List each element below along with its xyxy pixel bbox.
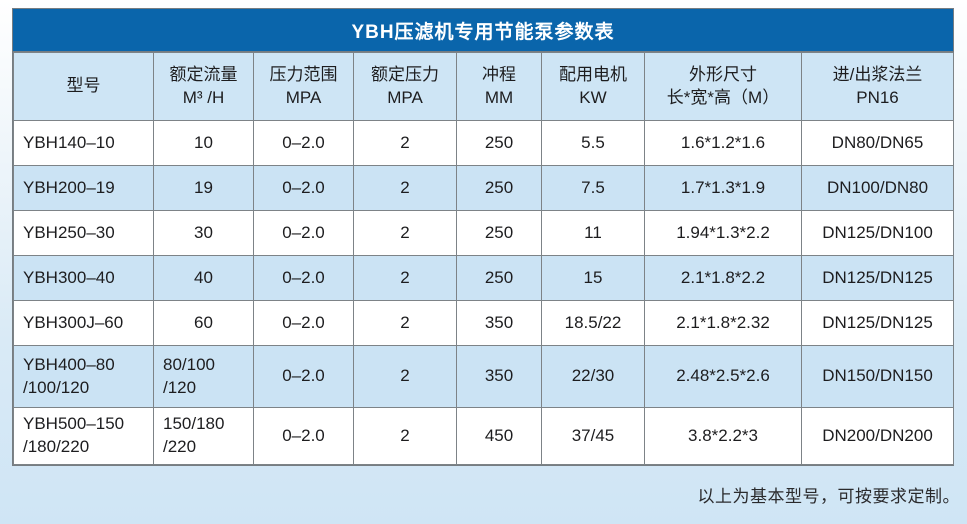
table-cell: 2 [353,255,457,301]
table-cell: 60 [153,300,254,346]
column-header-stroke: 冲程 MM [456,52,542,121]
table-cell: 150/180 /220 [153,407,254,465]
pump-parameter-table-panel: YBH压滤机专用节能泵参数表 型号 额定流量 M³ /H 压力范围 MPA 额定… [12,8,954,466]
table-cell: YBH140–10 [13,120,154,166]
table-cell: 11 [541,210,645,256]
table-cell: DN150/DN150 [801,345,954,408]
table-cell: 250 [456,255,542,301]
table-cell: 0–2.0 [253,255,354,301]
table-cell: 2.1*1.8*2.2 [644,255,802,301]
table-row: YBH200–19 19 0–2.0 2 250 7.5 1.7*1.3*1.9… [13,165,954,211]
table-cell: 30 [153,210,254,256]
table-cell: 250 [456,120,542,166]
table-cell: 40 [153,255,254,301]
table-cell: DN200/DN200 [801,407,954,465]
table-row: YBH140–10 10 0–2.0 2 250 5.5 1.6*1.2*1.6… [13,120,954,166]
table-cell: 350 [456,345,542,408]
footnote-text: 以上为基本型号，可按要求定制。 [697,487,960,506]
table-cell: 7.5 [541,165,645,211]
table-cell: 0–2.0 [253,300,354,346]
table-cell: 3.8*2.2*3 [644,407,802,465]
table-cell: 0–2.0 [253,407,354,465]
table-cell: 450 [456,407,542,465]
table-cell: 5.5 [541,120,645,166]
header-row: 型号 额定流量 M³ /H 压力范围 MPA 额定压力 MPA 冲程 MM 配用… [13,52,954,121]
table-cell: 22/30 [541,345,645,408]
table-cell: 18.5/22 [541,300,645,346]
table-cell: 0–2.0 [253,210,354,256]
table-cell: 2 [353,407,457,465]
table-row: YBH500–150 /180/220 150/180 /220 0–2.0 2… [13,407,954,465]
table-cell: 37/45 [541,407,645,465]
column-header-pressure-range: 压力范围 MPA [253,52,354,121]
pump-parameter-table: 型号 额定流量 M³ /H 压力范围 MPA 额定压力 MPA 冲程 MM 配用… [13,52,954,465]
table-row: YBH400–80 /100/120 80/100 /120 0–2.0 2 3… [13,345,954,408]
table-cell: 250 [456,210,542,256]
table-cell: 2 [353,165,457,211]
table-cell: DN125/DN125 [801,300,954,346]
table-cell: 1.6*1.2*1.6 [644,120,802,166]
table-cell: 1.94*1.3*2.2 [644,210,802,256]
table-cell: YBH200–19 [13,165,154,211]
table-cell: 2.48*2.5*2.6 [644,345,802,408]
table-cell: 0–2.0 [253,120,354,166]
table-title: YBH压滤机专用节能泵参数表 [13,9,953,52]
table-cell: 2 [353,120,457,166]
column-header-rated-flow: 额定流量 M³ /H [153,52,254,121]
table-cell: DN100/DN80 [801,165,954,211]
table-cell: YBH300J–60 [13,300,154,346]
column-header-motor: 配用电机 KW [541,52,645,121]
column-header-flange: 进/出浆法兰 PN16 [801,52,954,121]
table-row: YBH300–40 40 0–2.0 2 250 15 2.1*1.8*2.2 … [13,255,954,301]
table-cell: 250 [456,165,542,211]
table-cell: 0–2.0 [253,165,354,211]
table-cell: 2.1*1.8*2.32 [644,300,802,346]
table-row: YBH250–30 30 0–2.0 2 250 11 1.94*1.3*2.2… [13,210,954,256]
table-cell: DN125/DN100 [801,210,954,256]
table-cell: 19 [153,165,254,211]
table-cell: YBH400–80 /100/120 [13,345,154,408]
table-cell: YBH250–30 [13,210,154,256]
table-cell: 0–2.0 [253,345,354,408]
table-cell: YBH300–40 [13,255,154,301]
column-header-rated-pressure: 额定压力 MPA [353,52,457,121]
table-cell: YBH500–150 /180/220 [13,407,154,465]
table-cell: DN80/DN65 [801,120,954,166]
table-cell: 10 [153,120,254,166]
column-header-dimensions: 外形尺寸 长*宽*高（M） [644,52,802,121]
table-cell: 2 [353,300,457,346]
table-cell: 2 [353,210,457,256]
table-row: YBH300J–60 60 0–2.0 2 350 18.5/22 2.1*1.… [13,300,954,346]
table-cell: 1.7*1.3*1.9 [644,165,802,211]
table-cell: 80/100 /120 [153,345,254,408]
column-header-model: 型号 [13,52,154,121]
table-cell: 350 [456,300,542,346]
table-cell: DN125/DN125 [801,255,954,301]
table-cell: 2 [353,345,457,408]
table-cell: 15 [541,255,645,301]
